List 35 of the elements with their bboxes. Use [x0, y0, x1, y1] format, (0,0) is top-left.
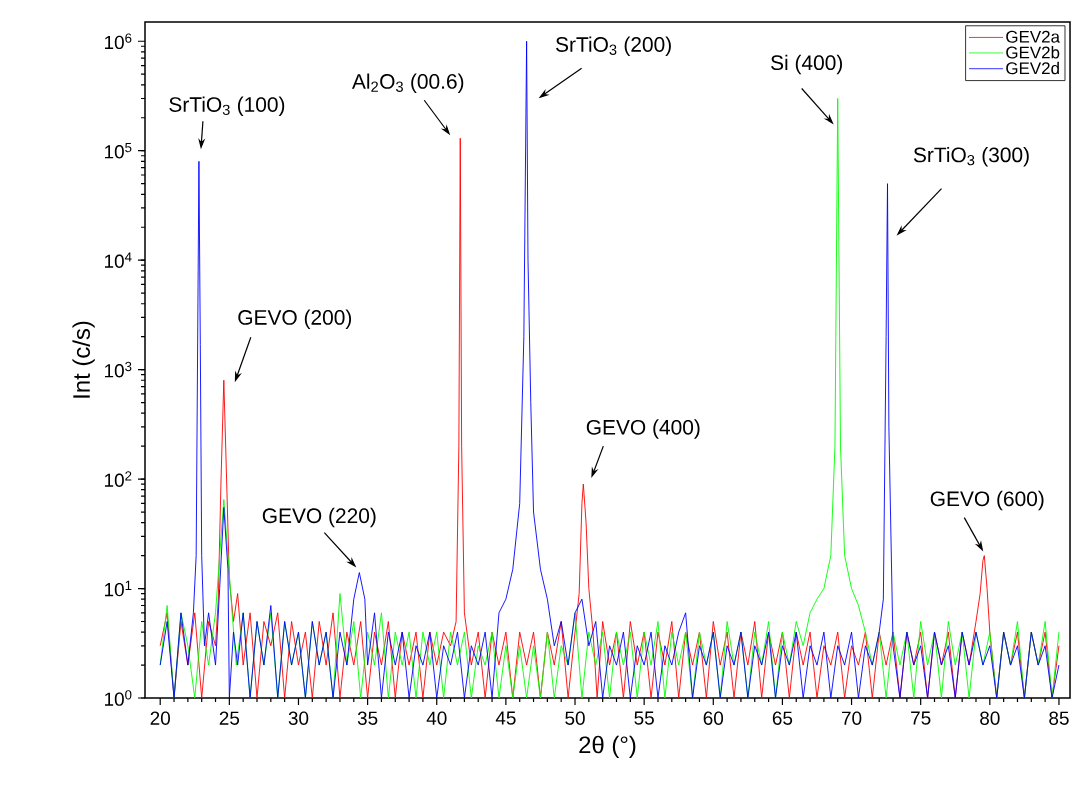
x-tick-label: 50	[565, 711, 585, 725]
annotation: GEVO (400)	[586, 419, 700, 439]
legend-label: GEV2d	[1006, 61, 1059, 75]
y-tick-label: 10$^{6}$	[104, 33, 132, 50]
y-tick-label: 10$^{4}$	[104, 252, 132, 268]
x-tick-label: 70	[841, 711, 862, 725]
x-tick-label: 45	[495, 711, 516, 725]
annotation: GEVO (220)	[262, 507, 376, 528]
annotation: Si (400)	[771, 54, 843, 75]
legend-label: GEV2b	[1006, 46, 1060, 59]
annotation: SrTiO$_{3}$ (200)	[556, 36, 671, 57]
y-tick-label: 10$^{2}$	[104, 471, 132, 487]
y-tick-label: 10$^{0}$	[104, 690, 132, 706]
annotation: SrTiO$_{3}$ (300)	[913, 146, 1029, 167]
annotation: SrTiO$_{3}$ (100)	[169, 96, 285, 117]
x-tick-label: 60	[703, 711, 724, 725]
x-tick-label: 25	[219, 711, 240, 725]
x-tick-label: 40	[426, 711, 447, 725]
y-tick-label: 10$^{1}$	[104, 580, 132, 597]
x-tick-label: 20	[150, 711, 170, 725]
y-tick-label: 10$^{3}$	[104, 361, 132, 378]
x-tick-label: 35	[357, 711, 378, 725]
y-tick-label: 10$^{5}$	[104, 142, 132, 159]
y-axis-title: Int (c/s)	[72, 321, 95, 398]
annotation: GEVO (200)	[238, 309, 352, 329]
x-tick-label: 75	[911, 711, 931, 725]
x-tick-label: 85	[1049, 711, 1069, 725]
x-axis-title: 2θ (°)	[579, 735, 636, 759]
x-tick-label: 30	[288, 711, 309, 725]
legend-label: GEV2a	[1006, 30, 1060, 43]
x-tick-label: 55	[634, 711, 654, 725]
annotation: Al$_{2}$O$_{3}$ (00.6)	[351, 73, 464, 93]
annotation: GEVO (600)	[930, 490, 1044, 511]
x-tick-label: 80	[980, 711, 1000, 725]
x-tick-label: 65	[772, 711, 793, 725]
